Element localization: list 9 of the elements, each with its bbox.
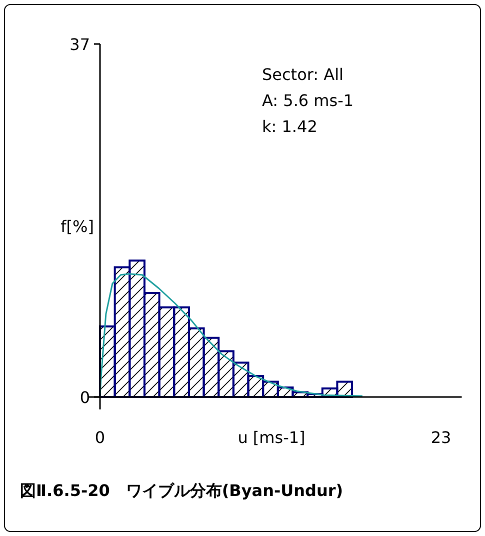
x-axis-title: u [ms-1] <box>238 428 306 447</box>
text: 図Ⅱ.6.5-20 ワイブル分布(Byan-Undur) <box>20 481 344 500</box>
line-series <box>99 273 364 398</box>
x-tick-label: 23 <box>430 428 452 447</box>
y-tick-label: 37 <box>70 35 90 54</box>
y-axis-title: f[%] <box>60 217 94 236</box>
annotation: k: 1.42 <box>262 117 318 136</box>
annotation: A: 5.6 ms-1 <box>262 91 354 110</box>
annotation: Sector: All <box>262 65 344 84</box>
